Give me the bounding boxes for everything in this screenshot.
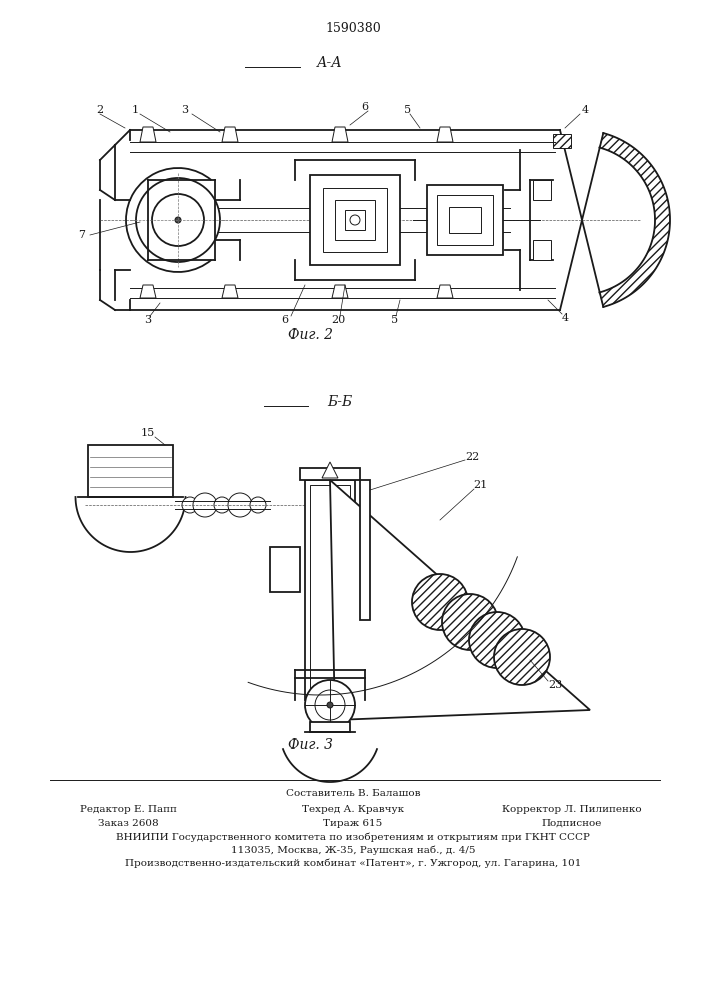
- Text: 5: 5: [392, 315, 399, 325]
- Text: 6: 6: [281, 315, 288, 325]
- Bar: [270, 547, 300, 592]
- Circle shape: [228, 493, 252, 517]
- Circle shape: [442, 594, 498, 650]
- Text: 4: 4: [581, 105, 588, 115]
- Text: 1590380: 1590380: [325, 21, 381, 34]
- Text: 3: 3: [182, 105, 189, 115]
- Polygon shape: [222, 285, 238, 298]
- Text: 7: 7: [78, 230, 86, 240]
- Text: 22: 22: [465, 452, 479, 462]
- Text: 20: 20: [331, 315, 345, 325]
- Text: 6: 6: [361, 102, 368, 112]
- Circle shape: [305, 680, 355, 730]
- Circle shape: [250, 497, 266, 513]
- Polygon shape: [140, 285, 156, 298]
- Circle shape: [136, 178, 220, 262]
- Circle shape: [315, 690, 345, 720]
- Text: Подписное: Подписное: [542, 818, 602, 828]
- Text: 21: 21: [473, 480, 487, 490]
- Bar: [88, 445, 173, 497]
- Polygon shape: [322, 462, 338, 478]
- Bar: [449, 207, 481, 233]
- Circle shape: [214, 497, 230, 513]
- Bar: [323, 188, 387, 252]
- Circle shape: [350, 215, 360, 225]
- Circle shape: [327, 702, 333, 708]
- Bar: [437, 195, 493, 245]
- Bar: [310, 175, 400, 265]
- Text: Техред А. Кравчук: Техред А. Кравчук: [302, 806, 404, 814]
- Text: Тираж 615: Тираж 615: [323, 818, 382, 828]
- Bar: [553, 134, 571, 148]
- Circle shape: [494, 629, 550, 685]
- Bar: [360, 480, 370, 620]
- Circle shape: [175, 217, 181, 223]
- Polygon shape: [332, 285, 348, 298]
- Polygon shape: [332, 127, 348, 142]
- Bar: [300, 468, 360, 480]
- Text: Составитель В. Балашов: Составитель В. Балашов: [286, 788, 420, 798]
- Text: Фиг. 2: Фиг. 2: [288, 328, 332, 342]
- Text: Корректор Л. Пилипенко: Корректор Л. Пилипенко: [502, 806, 642, 814]
- Text: А-А: А-А: [317, 56, 343, 70]
- Circle shape: [193, 493, 217, 517]
- Text: ВНИИПИ Государственного комитета по изобретениям и открытиям при ГКНТ СССР: ВНИИПИ Государственного комитета по изоб…: [116, 832, 590, 842]
- Text: 4: 4: [561, 313, 568, 323]
- Text: Б-Б: Б-Б: [327, 395, 353, 409]
- Polygon shape: [330, 480, 590, 720]
- Bar: [345, 210, 365, 230]
- Text: 1: 1: [132, 105, 139, 115]
- Polygon shape: [600, 133, 670, 307]
- Circle shape: [469, 612, 525, 668]
- Text: 3: 3: [144, 315, 151, 325]
- Circle shape: [152, 194, 204, 246]
- Text: Производственно-издательский комбинат «Патент», г. Ужгород, ул. Гагарина, 101: Производственно-издательский комбинат «П…: [125, 858, 581, 868]
- Text: 23: 23: [548, 680, 562, 690]
- Text: 5: 5: [404, 105, 411, 115]
- Bar: [335, 200, 375, 240]
- Bar: [533, 240, 551, 260]
- Bar: [305, 480, 355, 700]
- Text: 113035, Москва, Ж-35, Раушская наб., д. 4/5: 113035, Москва, Ж-35, Раушская наб., д. …: [230, 845, 475, 855]
- Bar: [533, 180, 551, 200]
- Text: 15: 15: [141, 428, 155, 438]
- Bar: [310, 722, 350, 732]
- Text: Фиг. 3: Фиг. 3: [288, 738, 332, 752]
- Polygon shape: [140, 127, 156, 142]
- Text: 2: 2: [96, 105, 103, 115]
- Polygon shape: [437, 127, 453, 142]
- Text: Заказ 2608: Заказ 2608: [98, 818, 158, 828]
- Circle shape: [182, 497, 198, 513]
- Polygon shape: [437, 285, 453, 298]
- Bar: [310, 485, 350, 695]
- Bar: [427, 185, 503, 255]
- Circle shape: [412, 574, 468, 630]
- Polygon shape: [222, 127, 238, 142]
- Text: Редактор Е. Папп: Редактор Е. Папп: [80, 806, 177, 814]
